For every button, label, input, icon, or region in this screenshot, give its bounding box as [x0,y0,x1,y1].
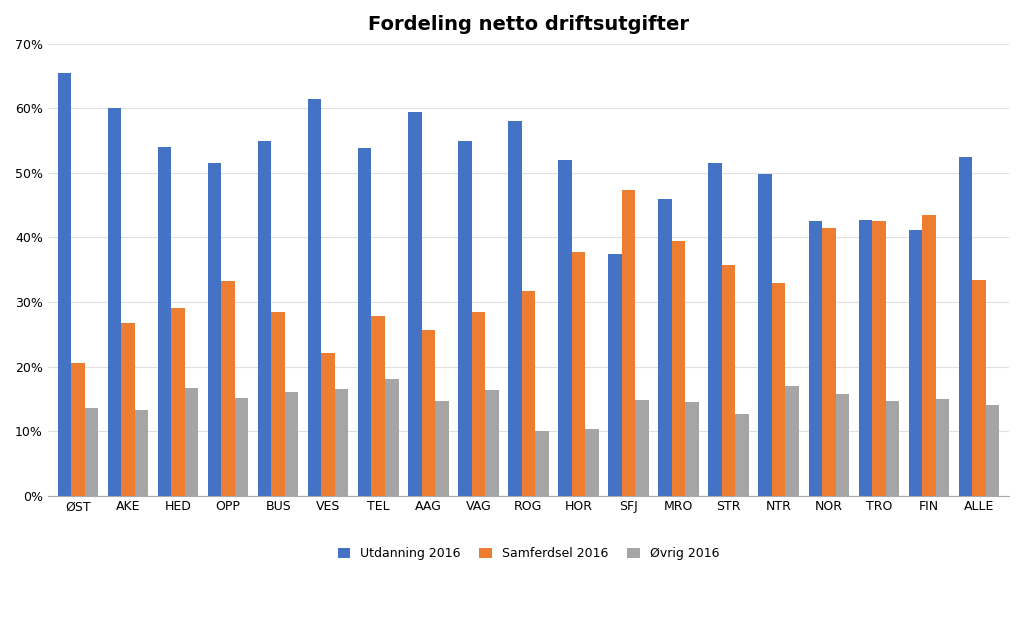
Bar [822,228,836,495]
Bar [923,215,936,495]
Bar [709,163,722,495]
Bar [57,73,71,495]
Bar [672,241,685,495]
Bar [108,108,121,495]
Bar [85,408,98,495]
Bar [858,220,872,495]
Bar [521,291,536,495]
Bar [135,410,148,495]
Bar [408,112,422,495]
Bar [485,391,499,495]
Bar [735,414,749,495]
Bar [571,252,586,495]
Bar [658,199,672,495]
Bar [685,402,699,495]
Bar [372,316,385,495]
Bar [184,389,199,495]
Bar [972,280,986,495]
Bar [435,401,449,495]
Bar [358,148,372,495]
Bar [759,174,772,495]
Bar [872,221,886,495]
Bar [258,141,271,495]
Bar [71,363,85,495]
Legend: Utdanning 2016, Samferdsel 2016, Øvrig 2016: Utdanning 2016, Samferdsel 2016, Øvrig 2… [333,542,724,565]
Bar [958,157,972,495]
Bar [558,160,571,495]
Bar [221,281,234,495]
Bar [322,353,335,495]
Bar [622,190,635,495]
Bar [422,330,435,495]
Bar [836,394,849,495]
Bar [171,309,184,495]
Bar [158,147,171,495]
Title: Fordeling netto driftsutgifter: Fordeling netto driftsutgifter [368,15,689,34]
Bar [285,392,298,495]
Bar [635,400,649,495]
Bar [536,431,549,495]
Bar [208,163,221,495]
Bar [908,230,923,495]
Bar [986,405,999,495]
Bar [936,399,949,495]
Bar [271,312,285,495]
Bar [458,141,472,495]
Bar [809,221,822,495]
Bar [886,401,899,495]
Bar [335,389,348,495]
Bar [586,429,599,495]
Bar [472,312,485,495]
Bar [508,122,521,495]
Bar [772,283,785,495]
Bar [121,323,135,495]
Bar [385,379,398,495]
Bar [234,397,249,495]
Bar [785,386,799,495]
Bar [608,254,622,495]
Bar [722,265,735,495]
Bar [308,99,322,495]
